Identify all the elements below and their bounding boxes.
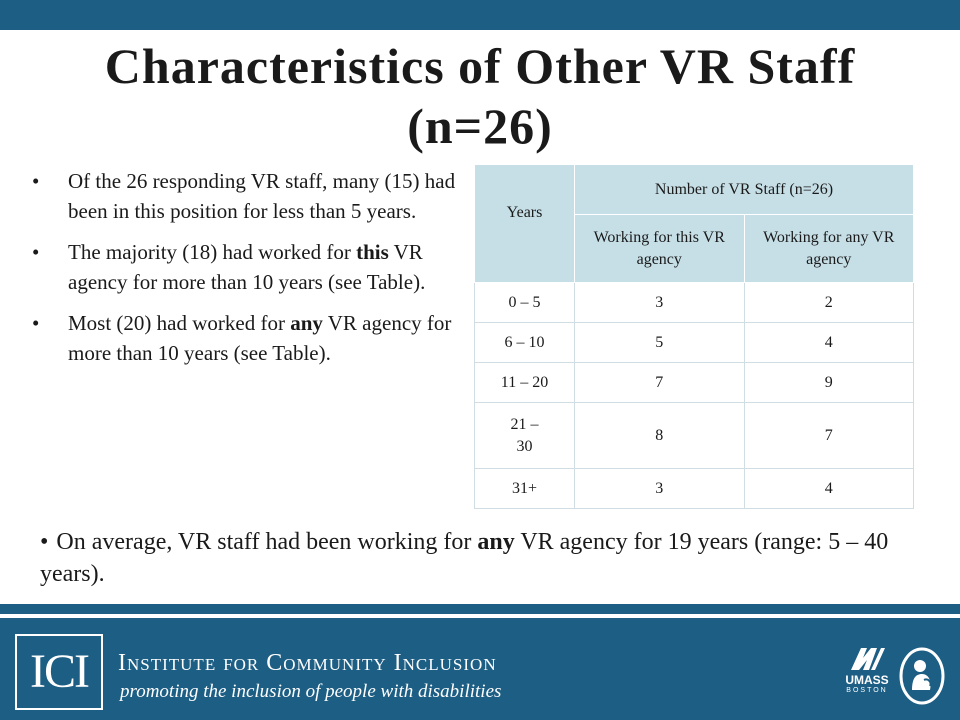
bullet-item: Most (20) had worked for any VR agency f… <box>30 308 470 368</box>
header-any-agency: Working for any VR agency <box>743 214 914 283</box>
cell-any: 2 <box>743 282 914 323</box>
cell-this: 8 <box>574 402 745 469</box>
cell-any: 7 <box>743 402 914 469</box>
bullet-dot: • <box>40 529 49 555</box>
bold-emphasis: any <box>290 311 323 335</box>
years-table: Years Number of VR Staff (n=26) Working … <box>474 164 914 509</box>
university-seal-icon <box>899 647 945 705</box>
header-group: Number of VR Staff (n=26) <box>574 164 914 215</box>
cell-years: 0 – 5 <box>474 282 575 323</box>
bullet-text: Of the 26 responding VR staff, many (15)… <box>68 169 456 223</box>
cell-years: 11 – 20 <box>474 362 575 403</box>
umass-wordmark: UMASS <box>845 673 889 687</box>
umass-mark-icon <box>851 648 885 670</box>
cell-this: 3 <box>574 282 745 323</box>
org-name: Institute for Community Inclusion <box>118 650 497 676</box>
bullet-list: Of the 26 responding VR staff, many (15)… <box>30 166 470 379</box>
header-years: Years <box>474 164 575 283</box>
footer-stripe <box>0 604 960 614</box>
table-row: 0 – 5 3 2 <box>474 282 914 323</box>
cell-years: 6 – 10 <box>474 322 575 363</box>
umass-boston-logo: UMASS BOSTON <box>842 644 892 706</box>
top-accent-bar <box>0 0 960 30</box>
cell-any: 4 <box>743 468 914 509</box>
slide-title: Characteristics of Other VR Staff (n=26) <box>104 38 856 154</box>
footer-banner: ICI Institute for Community Inclusion pr… <box>0 618 960 720</box>
cell-this: 7 <box>574 362 745 403</box>
cell-this: 5 <box>574 322 745 363</box>
bold-emphasis: any <box>477 529 515 555</box>
header-this-agency: Working for this VR agency <box>574 214 745 283</box>
table-row: 11 – 20 7 9 <box>474 362 914 403</box>
table-row: 31+ 3 4 <box>474 468 914 509</box>
cell-any: 9 <box>743 362 914 403</box>
cell-any: 4 <box>743 322 914 363</box>
ici-logo: ICI <box>15 634 103 710</box>
table-row: 21 – 30 8 7 <box>474 402 914 469</box>
cell-this: 3 <box>574 468 745 509</box>
cell-years: 21 – 30 <box>474 402 575 469</box>
org-tagline: promoting the inclusion of people with d… <box>120 681 502 702</box>
bold-emphasis: this <box>356 240 389 264</box>
table-row: 6 – 10 5 4 <box>474 322 914 363</box>
summary-note: • On average, VR staff had been working f… <box>40 529 889 587</box>
umass-subtext: BOSTON <box>846 687 888 694</box>
cell-years: 31+ <box>474 468 575 509</box>
bullet-item: Of the 26 responding VR staff, many (15)… <box>30 166 470 226</box>
bullet-item: The majority (18) had worked for this VR… <box>30 237 470 297</box>
